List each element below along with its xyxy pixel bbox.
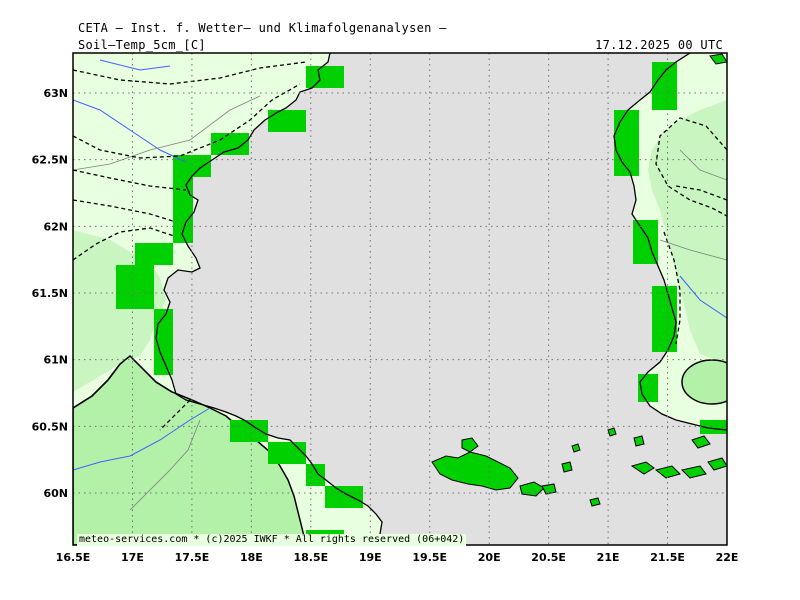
land-band-east [648, 100, 727, 364]
lat-tick-label: 62N [43, 220, 68, 233]
isotherms-dashed [73, 61, 727, 431]
lat-tick-label: 62.5N [32, 154, 68, 167]
lon-tick-label: 19.5E [412, 551, 447, 564]
lon-tick-label: 18.5E [293, 551, 328, 564]
lon-tick-label: 17E [121, 551, 144, 564]
lon-tick-label: 21.5E [650, 551, 685, 564]
chart-title: CETA — Inst. f. Wetter— und Klimafolgena… [78, 21, 447, 35]
land-warm-region-east [681, 359, 727, 405]
lat-axis-labels: 63N 62.5N 62N 61.5N 61N 60.5N 60N [32, 87, 68, 500]
valid-time: 17.12.2025 00 UTC [595, 38, 723, 52]
coastline-east [613, 53, 727, 431]
lon-tick-label: 18E [240, 551, 263, 564]
lat-tick-label: 60N [43, 487, 68, 500]
lon-tick-label: 17.5E [175, 551, 210, 564]
lon-axis-labels: 16.5E 17E 17.5E 18E 18.5E 19E 19.5E 20E 20.5E 21E… [56, 551, 739, 564]
lon-tick-label: 16.5E [56, 551, 91, 564]
lon-tick-label: 20E [478, 551, 501, 564]
rivers [73, 59, 727, 471]
isotherm-zero-west [73, 354, 173, 409]
admin-borders [73, 95, 727, 511]
lon-tick-label: 19E [359, 551, 382, 564]
graticule [73, 53, 727, 545]
lon-tick-label: 20.5E [531, 551, 566, 564]
lat-tick-label: 61N [43, 354, 68, 367]
lon-tick-label: 21E [597, 551, 620, 564]
copyright-notice: meteo-services.com * (c)2025 IWKF * All … [77, 534, 467, 546]
lon-tick-label: 22E [716, 551, 739, 564]
islands-east-skerries [607, 53, 727, 479]
coastline-west [155, 53, 383, 545]
parameter-label: Soil—Temp_5cm_[C] [78, 38, 206, 52]
lat-tick-label: 61.5N [32, 287, 68, 300]
lat-tick-label: 60.5N [32, 420, 68, 433]
lat-tick-label: 63N [43, 87, 68, 100]
islands-aland [431, 437, 601, 507]
